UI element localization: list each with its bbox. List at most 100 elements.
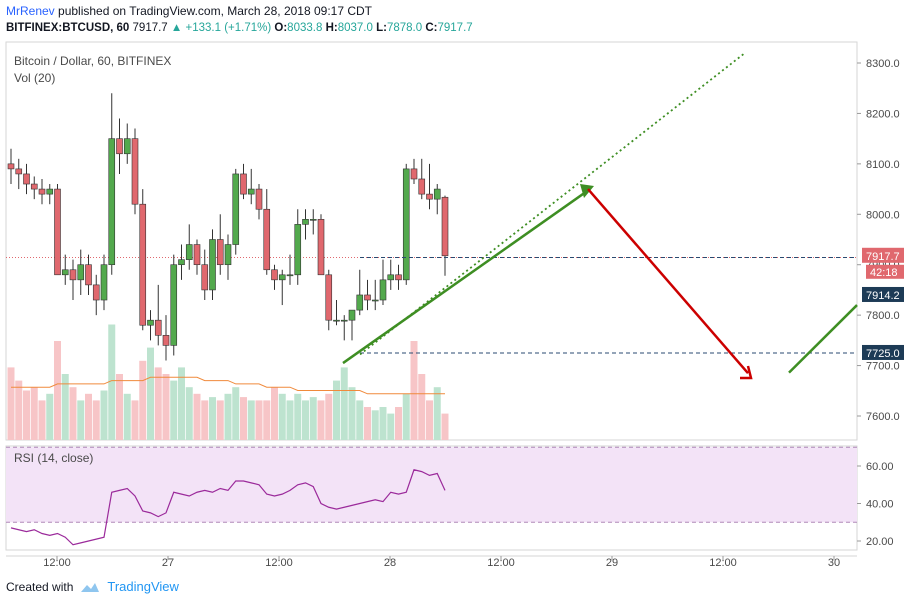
volume-bar	[263, 400, 271, 440]
level1-badge-text: 7914.2	[866, 290, 900, 302]
last-price-badge	[862, 247, 904, 263]
candle-body	[247, 188, 255, 195]
candle-body	[209, 239, 216, 291]
candle-body	[193, 244, 201, 266]
price-tick-label: 8100.0	[866, 159, 900, 171]
trendline-solid	[342, 188, 591, 365]
created-with-label: Created with	[6, 579, 74, 594]
volume-bar	[201, 400, 209, 440]
volume-bar	[85, 393, 92, 440]
rsi-label: RSI (14, close)	[14, 451, 93, 465]
volume-bar	[325, 393, 333, 440]
forecast-down-arrowhead	[740, 365, 753, 380]
candle-body	[224, 244, 232, 266]
volume-bar	[340, 367, 348, 440]
countdown-badge	[866, 264, 904, 279]
last-price: 7917.7	[132, 22, 168, 34]
candle-body	[216, 239, 224, 266]
volume-bar	[309, 397, 317, 440]
volume-bar	[7, 367, 15, 440]
volume-bar	[379, 407, 387, 440]
candle-body	[348, 309, 356, 321]
candle-body	[433, 188, 441, 200]
candle-body	[240, 173, 247, 195]
time-tick-label: 12:00	[265, 557, 293, 569]
volume-bar	[147, 347, 154, 440]
high-value: 8037.0	[337, 22, 373, 34]
candle-body	[364, 294, 371, 301]
low-value: 7878.0	[386, 22, 423, 34]
candle-body	[108, 138, 116, 266]
volume-bar	[162, 374, 170, 440]
forecast-up-line	[788, 304, 858, 374]
tradingview-cloud-icon	[81, 582, 100, 592]
chart-title: Bitcoin / Dollar, 60, BITFINEX	[14, 54, 171, 68]
volume-bar	[54, 341, 61, 440]
candle-body	[271, 269, 278, 281]
candle-body	[371, 299, 379, 302]
price-tick-label: 8000.0	[866, 209, 900, 221]
volume-bar	[92, 400, 100, 440]
volume-bar	[46, 393, 54, 440]
low-label: L:	[376, 22, 387, 34]
open-value: 8033.8	[287, 22, 323, 34]
time-tick-label: 12:00	[43, 557, 71, 569]
candle-body	[333, 319, 340, 322]
author-link[interactable]: MrRenev	[6, 4, 55, 18]
time-tick-label: 29	[606, 557, 618, 569]
candle-body	[85, 264, 92, 286]
volume-bar	[216, 400, 224, 440]
forecast-down-arrow	[587, 188, 749, 374]
volume-bar	[178, 367, 185, 440]
candle-body	[395, 274, 402, 281]
volume-bar	[108, 324, 116, 440]
candle-body	[309, 219, 317, 221]
close-label: C:	[425, 22, 438, 34]
rsi-line	[10, 469, 446, 546]
volume-bar	[387, 413, 395, 440]
time-tick-label: 30	[828, 557, 840, 569]
volume-bar	[185, 387, 193, 440]
candle-body	[402, 168, 410, 281]
candle-body	[69, 269, 77, 281]
candle-body	[30, 183, 38, 190]
candle-body	[441, 196, 449, 257]
candle-body	[317, 219, 325, 276]
candle-body	[38, 188, 46, 195]
tradingview-logo-text[interactable]: TradingView	[107, 579, 179, 594]
publish-header: MrRenev published on TradingView.com, Ma…	[6, 4, 372, 18]
volume-bar	[364, 407, 371, 440]
candle-body	[100, 264, 108, 301]
open-label: O:	[274, 22, 288, 34]
candle-body	[15, 168, 23, 175]
volume-ma-line	[11, 376, 445, 395]
volume-bar	[441, 413, 449, 440]
price-tick-label: 8300.0	[866, 58, 900, 70]
high-label: H:	[325, 22, 338, 34]
volume-bar	[426, 400, 433, 440]
volume-bar	[286, 400, 294, 440]
volume-bar	[418, 374, 426, 440]
time-tick-label: 12:00	[487, 557, 515, 569]
time-tick-label: 27	[162, 557, 174, 569]
candle-body	[340, 319, 348, 322]
rsi-tick-label: 20.00	[866, 536, 894, 548]
candle-body	[418, 178, 426, 195]
published-text: published on TradingView.com, March 28, …	[58, 4, 372, 18]
up-triangle-icon: ▲	[170, 22, 183, 34]
level2-badge-text: 7725.0	[866, 348, 900, 360]
candle-body	[410, 168, 418, 180]
symbol-label: BITFINEX:BTCUSD, 60	[6, 22, 130, 34]
candle-body	[286, 274, 294, 277]
volume-bar	[30, 387, 38, 440]
candle-body	[116, 138, 123, 155]
volume-bar	[278, 393, 286, 440]
rsi-tick-label: 60.00	[866, 461, 894, 473]
last-price-badge-text: 7917.7	[866, 251, 900, 263]
candle-body	[294, 224, 302, 276]
candle-body	[7, 163, 15, 170]
candle-body	[139, 203, 147, 326]
candle-body	[170, 264, 178, 346]
volume-bar	[333, 380, 340, 440]
